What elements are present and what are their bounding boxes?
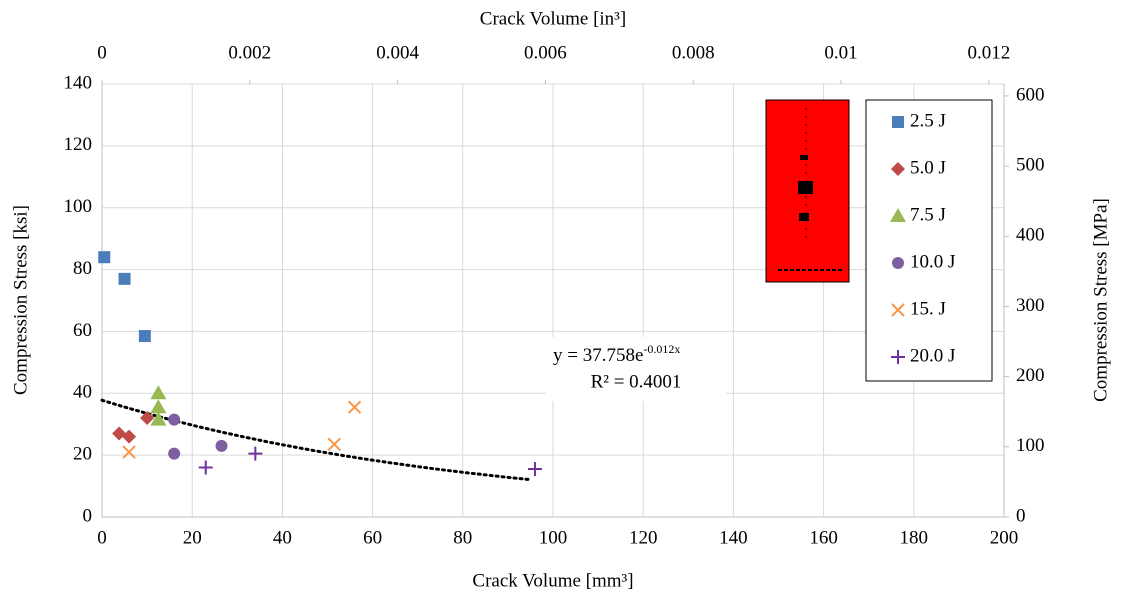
y2-tick-label: 300 [1016, 295, 1045, 316]
y2-tick-label: 200 [1016, 365, 1045, 386]
legend-marker [892, 257, 904, 269]
y-tick-label: 60 [73, 320, 92, 341]
data-point [198, 460, 213, 475]
x-axis-title: Crack Volume [mm³] [472, 570, 633, 591]
x-tick-label: 80 [453, 527, 472, 548]
x-tick-label: 0 [97, 527, 107, 548]
legend-marker [891, 350, 905, 364]
y2-tick-label: 500 [1016, 154, 1045, 175]
x-tick-label: 160 [809, 527, 838, 548]
y-axis-title: Compression Stress [ksi] [10, 205, 31, 395]
y-tick-label: 140 [64, 72, 93, 93]
x2-axis-title: Crack Volume [in³] [480, 8, 626, 29]
data-point [527, 462, 542, 477]
y-tick-label: 0 [83, 505, 93, 526]
legend-marker [891, 162, 905, 176]
legend-label: 5.0 J [910, 157, 946, 178]
x-tick-label: 40 [273, 527, 292, 548]
data-point [248, 446, 263, 461]
y2-tick-label: 0 [1016, 505, 1026, 526]
data-point [347, 400, 362, 414]
data-point [168, 447, 181, 460]
inset-image [765, 99, 850, 283]
y-tick-label: 20 [73, 444, 92, 465]
data-point [168, 413, 181, 426]
trend-equation-base: y = 37.758e [553, 345, 643, 366]
x-tick-label: 120 [629, 527, 658, 548]
data-point [215, 439, 228, 452]
data-point [122, 445, 136, 459]
legend-label: 20.0 J [910, 345, 955, 366]
data-point [150, 399, 167, 414]
x2-tick-label: 0.002 [228, 42, 271, 63]
data-point [150, 411, 167, 426]
legend-marker [890, 208, 906, 222]
y2-tick-label: 100 [1016, 435, 1045, 456]
y2-tick-label: 400 [1016, 225, 1045, 246]
x-tick-label: 200 [990, 527, 1019, 548]
data-point [150, 385, 167, 400]
x2-tick-label: 0.006 [524, 42, 567, 63]
label-background [546, 337, 726, 401]
legend-label: 10.0 J [910, 251, 955, 272]
legend-label: 15. J [910, 298, 946, 319]
legend-marker [892, 116, 904, 128]
x-tick-label: 20 [183, 527, 202, 548]
x-tick-label: 140 [719, 527, 748, 548]
x2-tick-label: 0.004 [376, 42, 419, 63]
legend-marker [891, 303, 905, 317]
x2-tick-label: 0.012 [967, 42, 1010, 63]
x2-tick-label: 0.01 [824, 42, 857, 63]
data-point [327, 437, 341, 452]
y-tick-label: 40 [73, 382, 92, 403]
x2-tick-label: 0 [97, 42, 107, 63]
data-point [140, 411, 155, 426]
data-point [122, 429, 137, 444]
x-tick-label: 100 [539, 527, 568, 548]
x-tick-label: 60 [363, 527, 382, 548]
legend-label: 2.5 J [910, 110, 946, 131]
data-point [118, 272, 131, 285]
trend-equation-exponent: -0.012x [643, 342, 680, 356]
data-point [98, 251, 111, 264]
x-tick-label: 180 [900, 527, 929, 548]
y-tick-label: 80 [73, 258, 92, 279]
x2-tick-label: 0.008 [672, 42, 715, 63]
trend-r-squared: R² = 0.4001 [591, 371, 682, 392]
y-tick-label: 100 [64, 196, 93, 217]
data-point [138, 330, 151, 343]
y2-tick-label: 600 [1016, 84, 1045, 105]
legend-box [865, 99, 993, 382]
legend-label: 7.5 J [910, 204, 946, 225]
y-tick-label: 120 [64, 134, 93, 155]
y2-axis-title: Compression Stress [MPa] [1090, 198, 1111, 402]
trend-equation: y = 37.758e-0.012x [553, 342, 680, 367]
